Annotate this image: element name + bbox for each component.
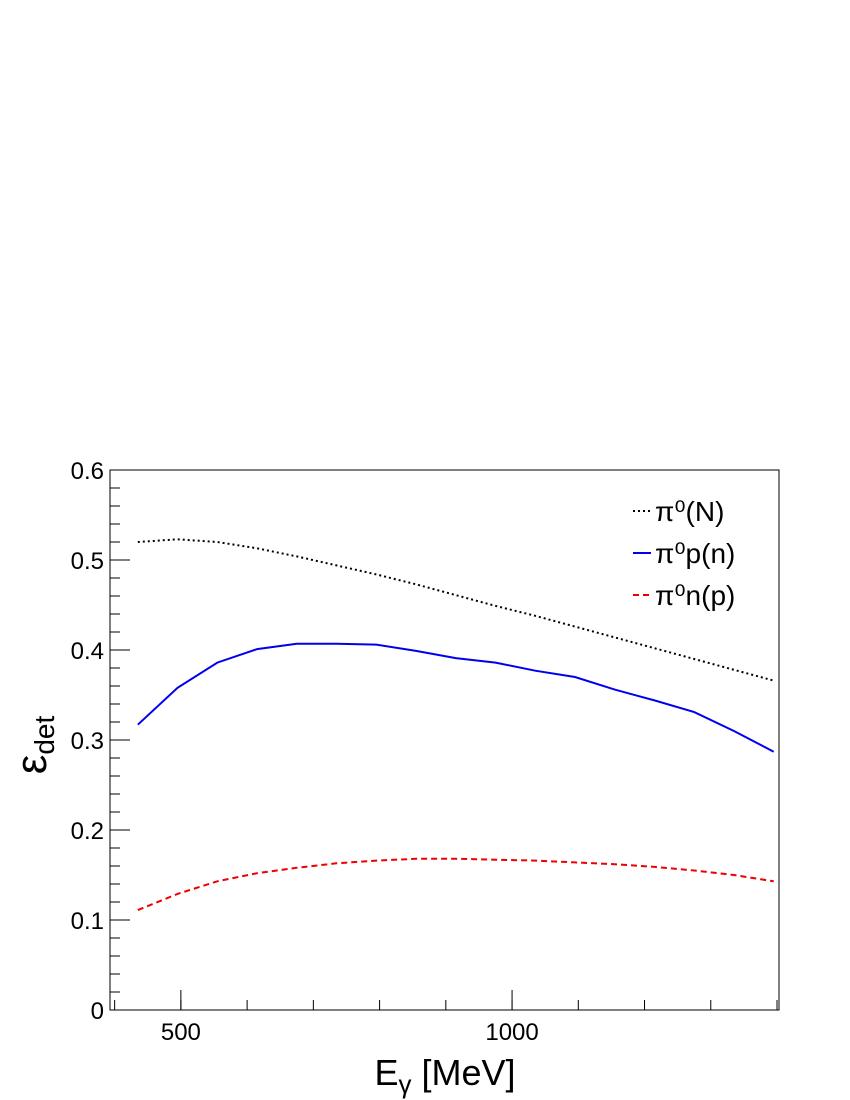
x-symbol: E	[374, 1052, 398, 1093]
y-symbol: ε	[7, 755, 56, 775]
series-line	[137, 538, 774, 682]
legend-label: π⁰p(n)	[655, 538, 735, 569]
y-tick-label: 0.2	[71, 818, 104, 845]
y-axis-title: εdet	[7, 716, 60, 775]
y-subscript: det	[29, 716, 60, 755]
series-line	[137, 642, 775, 753]
legend-label: π⁰(N)	[655, 496, 724, 527]
y-tick-label: 0.5	[71, 548, 104, 575]
y-tick-label: 0	[91, 998, 104, 1025]
legend-label: π⁰n(p)	[655, 580, 735, 611]
y-tick-label: 0.3	[71, 728, 104, 755]
y-tick-label: 0.1	[71, 908, 104, 935]
x-tick-label: 500	[161, 1019, 201, 1046]
x-axis-title: Eγ [MeV]	[374, 1052, 515, 1099]
x-unit: [MeV]	[411, 1052, 515, 1093]
y-tick-label: 0.6	[71, 458, 104, 485]
series-line	[137, 857, 774, 912]
y-tick-label: 0.4	[71, 638, 104, 665]
x-tick-label: 1000	[485, 1019, 538, 1046]
x-subscript: γ	[398, 1069, 411, 1099]
